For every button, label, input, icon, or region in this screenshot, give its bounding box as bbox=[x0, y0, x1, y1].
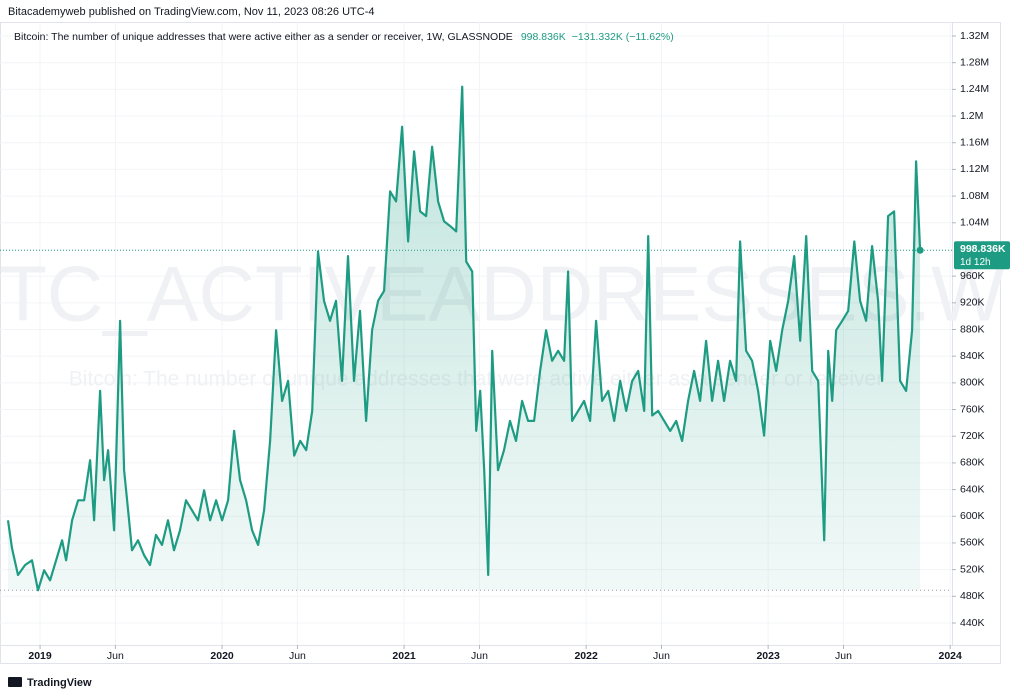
y-tick-label: 440K bbox=[960, 617, 985, 629]
y-tick-label: 640K bbox=[960, 483, 985, 495]
y-tick-label: 1.04M bbox=[960, 217, 989, 229]
y-tick-label: 600K bbox=[960, 510, 985, 522]
y-tick-label: 1.24M bbox=[960, 83, 989, 95]
y-tick-label: 560K bbox=[960, 537, 985, 549]
series-line bbox=[6, 85, 922, 592]
x-tick-label: 2020 bbox=[210, 650, 234, 662]
legend-series-name: Bitcoin: The number of unique addresses … bbox=[14, 31, 513, 43]
last-point bbox=[916, 246, 924, 254]
x-tick-label: 2022 bbox=[574, 650, 598, 662]
y-tick-label: 1.32M bbox=[960, 30, 989, 42]
chart-frame bbox=[0, 22, 1001, 664]
publisher-header: Bitacademyweb published on TradingView.c… bbox=[8, 6, 374, 18]
x-tick-label: 2023 bbox=[756, 650, 780, 662]
legend-change: −131.332K (−11.62%) bbox=[572, 31, 674, 43]
y-tick-label: 760K bbox=[960, 403, 985, 415]
x-tick-label: Jun bbox=[835, 650, 852, 662]
x-tick-label: 2019 bbox=[28, 650, 52, 662]
y-tick-label: 840K bbox=[960, 350, 985, 362]
y-tick-label: 1.12M bbox=[960, 163, 989, 175]
area-fill bbox=[8, 86, 921, 591]
legend-value: 998.836K bbox=[521, 31, 566, 43]
x-tick-label: Jun bbox=[653, 650, 670, 662]
y-tick-label: 480K bbox=[960, 590, 985, 602]
x-tick-label: Jun bbox=[289, 650, 306, 662]
y-tick-label: 1.16M bbox=[960, 137, 989, 149]
footer-brand: TradingView bbox=[27, 677, 92, 689]
footer-logo: TradingView bbox=[8, 677, 92, 689]
y-tick-label: 520K bbox=[960, 563, 985, 575]
y-tick-label: 1.2M bbox=[960, 110, 983, 122]
countdown-label: 1d 12h bbox=[960, 257, 991, 268]
plot bbox=[0, 85, 952, 592]
y-tick-label: 800K bbox=[960, 377, 985, 389]
last-value-label: 998.836K bbox=[960, 243, 1006, 255]
x-tick-label: Jun bbox=[107, 650, 124, 662]
y-tick-label: 1.28M bbox=[960, 56, 989, 68]
y-tick-label: 960K bbox=[960, 270, 985, 282]
last-value-badge bbox=[954, 241, 1010, 270]
y-tick-label: 880K bbox=[960, 323, 985, 335]
y-tick-label: 720K bbox=[960, 430, 985, 442]
watermark: BTC_ACTIVEADDRESSES.W bbox=[0, 250, 1005, 338]
x-tick-label: Jun bbox=[471, 650, 488, 662]
x-tick-label: 2024 bbox=[939, 650, 963, 662]
y-tick-label: 680K bbox=[960, 457, 985, 469]
y-tick-label: 1.08M bbox=[960, 190, 989, 202]
x-tick-label: 2021 bbox=[392, 650, 416, 662]
logo-icon bbox=[8, 677, 22, 687]
y-tick-label: 920K bbox=[960, 297, 985, 309]
